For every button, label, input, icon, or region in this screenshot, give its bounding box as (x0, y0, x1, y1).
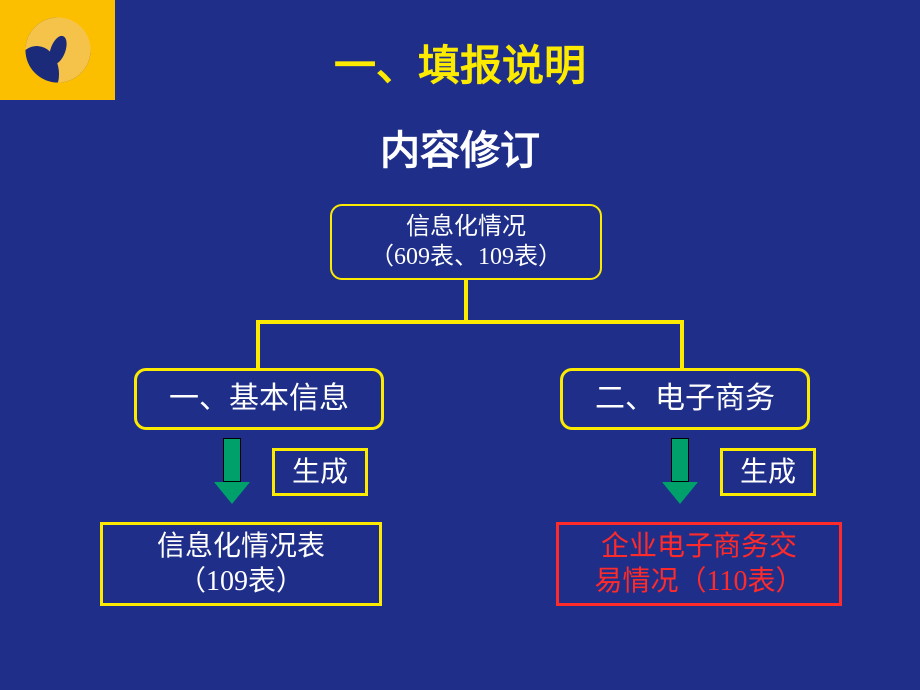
node-root-text: 信息化情况 （609表、109表） (370, 212, 562, 272)
subtitle: 内容修订 (0, 118, 920, 176)
box-generate-right-text: 生成 (740, 455, 796, 490)
box-result-109: 信息化情况表 （109表） (100, 522, 382, 606)
box-result-110: 企业电子商务交 易情况（110表） (556, 522, 842, 606)
box-result-109-text: 信息化情况表 （109表） (157, 529, 325, 599)
slide: 一、填报说明 内容修订 信息化情况 （609表、109表） 一、基本信息 二、电… (0, 0, 920, 690)
subtitle-text: 内容修订 (380, 128, 540, 173)
connector-drop-left (256, 320, 260, 368)
connector-horizontal (256, 320, 684, 324)
main-title-text: 一、填报说明 (334, 44, 586, 90)
box-generate-right: 生成 (720, 448, 816, 496)
node-root: 信息化情况 （609表、109表） (330, 204, 602, 280)
arrow-down-left (214, 438, 250, 504)
box-generate-left: 生成 (272, 448, 368, 496)
arrow-head-icon (214, 482, 250, 504)
connector-drop-right (680, 320, 684, 368)
box-result-110-text: 企业电子商务交 易情况（110表） (595, 529, 804, 599)
box-generate-left-text: 生成 (292, 455, 348, 490)
node-branch-right-text: 二、电子商务 (595, 380, 775, 418)
arrow-head-icon (662, 482, 698, 504)
node-branch-basic-info: 一、基本信息 (134, 368, 384, 430)
connector-root-stem (464, 280, 468, 320)
arrow-down-right (662, 438, 698, 504)
arrow-shaft (671, 438, 689, 482)
main-title: 一、填报说明 (0, 32, 920, 93)
node-branch-ecommerce: 二、电子商务 (560, 368, 810, 430)
arrow-shaft (223, 438, 241, 482)
node-branch-left-text: 一、基本信息 (169, 380, 349, 418)
